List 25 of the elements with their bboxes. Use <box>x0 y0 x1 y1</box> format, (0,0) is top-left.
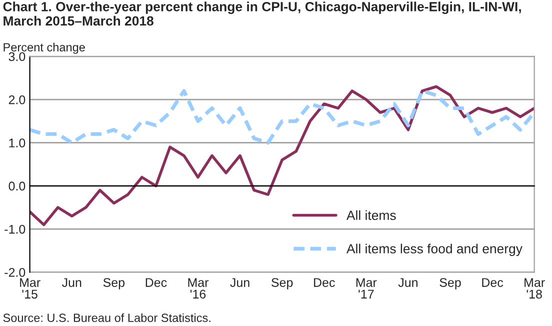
line-series <box>30 85 534 226</box>
y-tick-label: -1.0 <box>4 224 26 234</box>
x-tick-label: Sep <box>440 278 461 290</box>
x-tick-label: Mar '15 <box>20 278 40 299</box>
line-series <box>30 89 534 145</box>
y-tick-label: 1.0 <box>9 138 26 148</box>
x-tick-label: Dec <box>146 278 167 287</box>
y-tick-label: 0.0 <box>8 182 26 191</box>
x-tick-label: Sep <box>103 278 124 290</box>
x-tick-label: Sep <box>272 278 293 290</box>
y-tick-label: 3.0 <box>8 52 26 62</box>
y-tick-label: 2.0 <box>8 95 26 104</box>
x-tick-label: Mar '17 <box>356 278 377 298</box>
legend-label: All items less food and energy <box>346 244 522 256</box>
x-tick-label: Jun <box>398 278 418 287</box>
chart-title: Chart 1. Over-the-year percent change in CPI-U, Chicago-Naperville-Elgin, IL-IN-WI, March 2015–March 2018 <box>3 2 521 26</box>
x-tick-label: Jun <box>62 278 82 287</box>
legend-label: All items <box>346 210 396 220</box>
x-tick-label: Dec <box>314 278 335 287</box>
x-tick-label: Mar '16 <box>188 278 209 299</box>
source-note: Source: U.S. Bureau of Labor Statistics. <box>3 313 210 322</box>
x-tick-label: Jun <box>230 278 250 287</box>
y-tick-label: -2.0 <box>4 268 26 277</box>
x-tick-label: Dec <box>482 278 504 287</box>
x-tick-label: Mar '18 <box>524 278 545 299</box>
